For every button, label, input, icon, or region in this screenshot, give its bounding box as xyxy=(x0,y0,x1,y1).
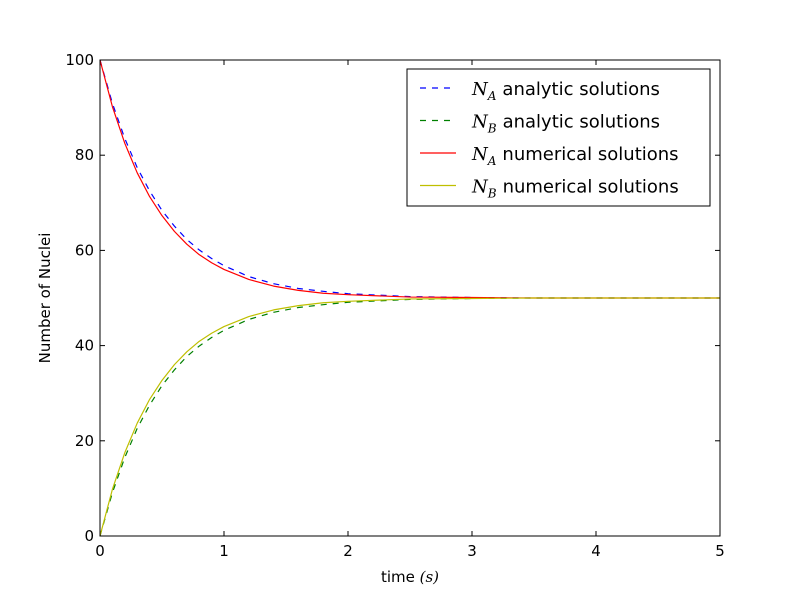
y-tick-label: 40 xyxy=(75,337,94,355)
legend-box xyxy=(406,68,711,207)
legend-label-1: NA analytic solutions xyxy=(471,79,660,103)
legend-label-2: NB analytic solutions xyxy=(471,112,660,136)
lines-layer xyxy=(99,59,720,537)
y-tick-label: 20 xyxy=(75,432,94,450)
ticks-layer: 0 1 2 3 4 5 0 20 40 60 80 100 xyxy=(65,51,724,560)
plot-frame xyxy=(99,59,721,537)
y-tick-label: 100 xyxy=(65,51,94,69)
x-axis-label: time (s) xyxy=(381,568,439,586)
x-tick-label: 1 xyxy=(219,542,229,560)
x-tick-label: 5 xyxy=(715,542,725,560)
y-tick-label: 80 xyxy=(75,146,94,164)
y-tick-label: 60 xyxy=(75,241,94,259)
series-line-4 xyxy=(99,297,720,537)
y-axis-label: Number of Nuclei xyxy=(36,233,54,364)
y-tick-label: 0 xyxy=(84,527,94,545)
x-tick-label: 4 xyxy=(591,542,601,560)
legend-label-3: NA numerical solutions xyxy=(471,144,679,168)
x-tick-label: 3 xyxy=(467,542,477,560)
legend: NA analytic solutions NB analytic solutions… xyxy=(406,68,711,207)
legend-label-4: NB numerical solutions xyxy=(471,177,679,201)
x-tick-label: 0 xyxy=(95,542,105,560)
x-tick-label: 2 xyxy=(343,542,353,560)
